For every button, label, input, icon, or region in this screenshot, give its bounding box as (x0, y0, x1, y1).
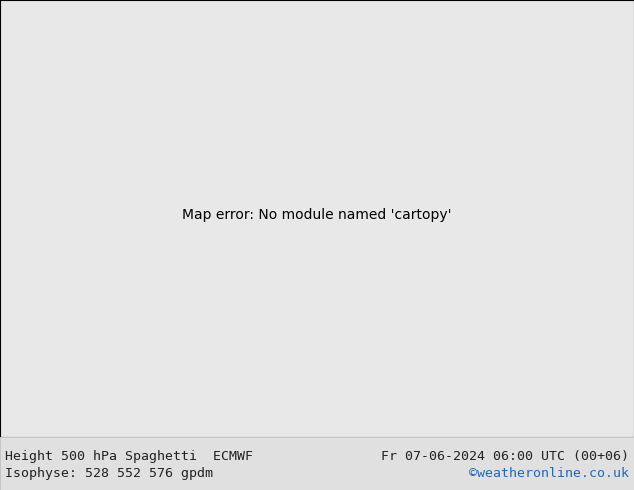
Text: Isophyse: 528 552 576 gpdm: Isophyse: 528 552 576 gpdm (5, 467, 213, 481)
Text: Height 500 hPa Spaghetti  ECMWF: Height 500 hPa Spaghetti ECMWF (5, 450, 253, 464)
Text: Map error: No module named 'cartopy': Map error: No module named 'cartopy' (182, 208, 452, 221)
Text: ©weatheronline.co.uk: ©weatheronline.co.uk (469, 467, 629, 481)
Text: Fr 07-06-2024 06:00 UTC (00+06): Fr 07-06-2024 06:00 UTC (00+06) (381, 450, 629, 464)
